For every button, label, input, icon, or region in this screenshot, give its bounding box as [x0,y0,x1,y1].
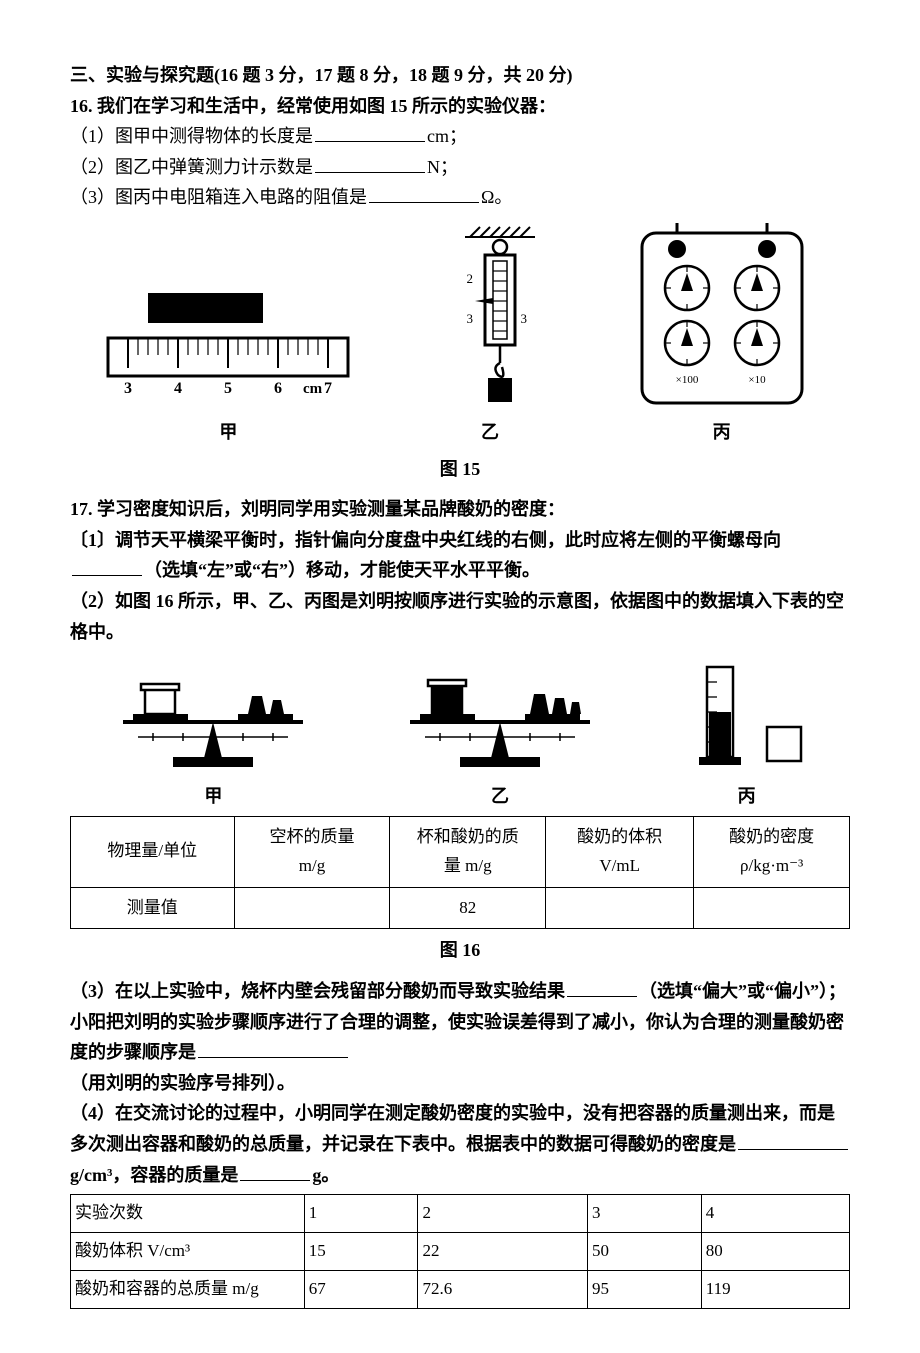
fig16-bing: 丙 [677,657,817,812]
section-header: 三、实验与探究题(16 题 3 分，17 题 8 分，18 题 9 分，共 20… [70,60,850,91]
q16-blank3[interactable] [369,183,479,204]
fig16-jia: 甲 [103,667,323,812]
svg-text:3: 3 [124,380,132,397]
label-bing: 丙 [622,417,822,448]
q17-part3: （3）在以上实验中，烧杯内壁会残留部分酸奶而导致实验结果（选填“偏大”或“偏小”… [70,976,850,1068]
t1-c2: 82 [390,887,546,929]
spring-scale-icon: 2 3 3 [415,223,565,413]
label-jia: 甲 [98,417,358,448]
q16-p3-b: Ω。 [481,187,512,207]
fig16-caption: 图 16 [70,935,850,966]
t2-r2c1: 67 [304,1270,418,1308]
svg-text:cm: cm [303,381,323,397]
fig15-bing: ×100 ×10 丙 [622,223,822,448]
t2-r1c1: 15 [304,1233,418,1271]
q16-stem: 16. 我们在学习和生活中，经常使用如图 15 所示的实验仪器： [70,91,850,122]
q17-p4-end: g。 [312,1165,339,1185]
q17-part3c: （用刘明的实验序号排列）。 [70,1068,850,1099]
q16-p2-a: （2）图乙中弹簧测力计示数是 [70,157,313,177]
cylinder-cup-icon [677,657,817,777]
q17-blank3a[interactable] [567,976,637,997]
label-yi-2: 乙 [390,781,610,812]
q16-blank1[interactable] [315,121,425,142]
figure-16: 甲 乙 [70,657,850,812]
q16-part2: （2）图乙中弹簧测力计示数是 N； [70,152,850,183]
svg-text:5: 5 [224,380,232,397]
svg-text:×100: ×100 [675,374,698,386]
q17-blank1[interactable] [72,556,142,577]
fig15-jia: 3 4 5 6 cm 7 甲 [98,283,358,448]
q17-blank3b[interactable] [198,1037,348,1058]
label-jia-2: 甲 [103,781,323,812]
t1-h2: 杯和酸奶的质量 m/g [390,816,546,887]
t1-h4: 酸奶的密度ρ/kg·m⁻³ [694,816,850,887]
t2-r2c4: 119 [701,1270,849,1308]
t1-c4[interactable] [694,887,850,929]
balance-empty-icon [103,667,323,777]
q17-stem: 17. 学习密度知识后，刘明同学用实验测量某品牌酸奶的密度： [70,494,850,525]
t1-h0: 物理量/单位 [71,816,235,887]
t1-h1: 空杯的质量m/g [234,816,390,887]
q17-table1: 物理量/单位 空杯的质量m/g 杯和酸奶的质量 m/g 酸奶的体积V/mL 酸奶… [70,816,850,930]
q17-p3a: （3）在以上实验中，烧杯内壁会残留部分酸奶而导致实验结果 [70,981,565,1001]
t2-r0c2: 2 [418,1195,588,1233]
svg-text:7: 7 [324,380,332,397]
t2-r0c1: 1 [304,1195,418,1233]
fig15-caption: 图 15 [70,454,850,485]
svg-text:3: 3 [520,311,527,326]
q17-table2: 实验次数 1 2 3 4 酸奶体积 V/cm³ 15 22 50 80 酸奶和容… [70,1194,850,1309]
t1-c3[interactable] [546,887,694,929]
svg-text:×10: ×10 [748,374,766,386]
svg-text:2: 2 [466,271,473,286]
q16-part3: （3）图丙中电阻箱连入电路的阻值是 Ω。 [70,182,850,213]
q17-part4: （4）在交流讨论的过程中，小明同学在测定酸奶密度的实验中，没有把容器的质量测出来… [70,1098,850,1190]
label-bing-2: 丙 [677,781,817,812]
q17-p4: （4）在交流讨论的过程中，小明同学在测定酸奶密度的实验中，没有把容器的质量测出来… [70,1103,835,1154]
t2-r0c4: 4 [701,1195,849,1233]
t2-r0c3: 3 [588,1195,702,1233]
ruler-icon: 3 4 5 6 cm 7 [98,283,358,413]
t2-r1c3: 50 [588,1233,702,1271]
q17-p1-hint: （选填“左”或“右”）移动，才能使天平水平平衡。 [144,560,540,580]
resistance-box-icon: ×100 ×10 [622,223,822,413]
q16-p1-b: cm； [427,126,467,146]
label-yi: 乙 [415,417,565,448]
q17-part1: 〔1〕调节天平横梁平衡时，指针偏向分度盘中央红线的右侧，此时应将左侧的平衡螺母向… [70,525,850,586]
t2-r1c2: 22 [418,1233,588,1271]
figure-15: 3 4 5 6 cm 7 甲 2 [70,223,850,448]
t2-r1c0: 酸奶体积 V/cm³ [71,1233,305,1271]
svg-text:6: 6 [274,380,282,397]
q17-p4-unit: g/cm³，容器的质量是 [70,1165,238,1185]
fig16-yi: 乙 [390,667,610,812]
q17-p1: 〔1〕调节天平横梁平衡时，指针偏向分度盘中央红线的右侧，此时应将左侧的平衡螺母向 [70,530,781,550]
q17-blank4b[interactable] [240,1160,310,1181]
t1-c1[interactable] [234,887,390,929]
q16-p3-a: （3）图丙中电阻箱连入电路的阻值是 [70,187,367,207]
fig15-yi: 2 3 3 乙 [415,223,565,448]
t2-r0c0: 实验次数 [71,1195,305,1233]
q16-p2-b: N； [427,157,458,177]
t2-r2c2: 72.6 [418,1270,588,1308]
q17-blank4a[interactable] [738,1129,848,1150]
t2-r2c0: 酸奶和容器的总质量 m/g [71,1270,305,1308]
q16-p1-a: （1）图甲中测得物体的长度是 [70,126,313,146]
t2-r2c3: 95 [588,1270,702,1308]
svg-text:3: 3 [466,311,473,326]
q17-part2: （2）如图 16 所示，甲、乙、丙图是刘明按顺序进行实验的示意图，依据图中的数据… [70,586,850,647]
q16-part1: （1）图甲中测得物体的长度是 cm； [70,121,850,152]
balance-full-icon [390,667,610,777]
t1-rowlabel: 测量值 [71,887,235,929]
svg-text:4: 4 [174,380,182,397]
t2-r1c4: 80 [701,1233,849,1271]
t1-h3: 酸奶的体积V/mL [546,816,694,887]
q16-blank2[interactable] [315,152,425,173]
